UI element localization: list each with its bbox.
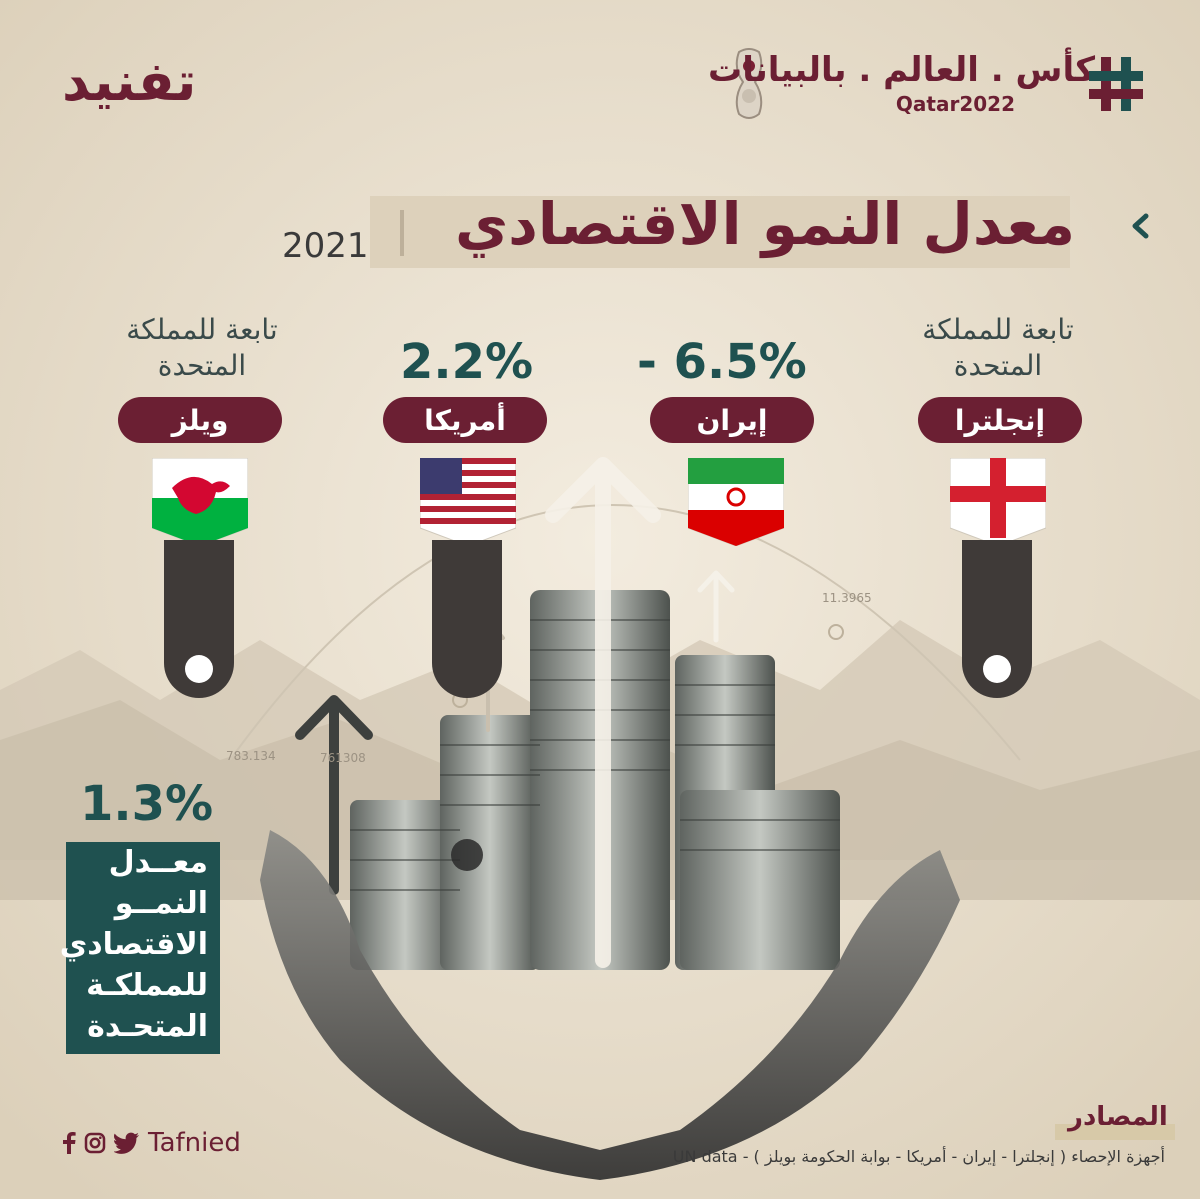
- country-pill-england: إنجلترا: [918, 397, 1082, 443]
- uk-line-2: النمــو: [114, 886, 208, 921]
- wales-stem-dot: [185, 655, 213, 683]
- uk-line-3: الاقتصادي: [59, 927, 208, 962]
- wales-flag-icon: [152, 458, 248, 546]
- world-cup-header: كأس . العالم . بالبيانات Qatar2022: [708, 50, 1095, 116]
- wales-note: تابعة للمملكة المتحدة: [126, 313, 278, 382]
- hash-logo-icon: [1089, 57, 1143, 111]
- sources-highlight: [1055, 1124, 1175, 1140]
- twitter-icon[interactable]: [114, 1132, 140, 1154]
- england-note: تابعة للمملكة المتحدة: [922, 313, 1074, 382]
- america-value: 2.2%: [400, 334, 534, 390]
- country-name: إنجلترا: [954, 403, 1046, 437]
- sources-text: أجهزة الإحصاء ( إنجلترا - إيران - أمريكا…: [672, 1147, 1165, 1166]
- facebook-icon[interactable]: [62, 1132, 76, 1154]
- england-flag-icon: [950, 458, 1046, 546]
- country-pill-iran: إيران: [650, 397, 814, 443]
- series-title: كأس . العالم . بالبيانات: [708, 50, 1095, 90]
- america-stem: [432, 540, 502, 698]
- sources-title: المصادر: [1068, 1102, 1168, 1132]
- england-stem-dot: [983, 655, 1011, 683]
- iran-value: - 6.5%: [637, 334, 807, 390]
- page-title: معدل النمو الاقتصادي: [454, 190, 1075, 258]
- social-links: Tafnied: [62, 1128, 241, 1158]
- svg-text:783.134: 783.134: [226, 749, 276, 763]
- title-banner: [370, 196, 1070, 268]
- country-pill-wales: ويلز: [118, 397, 282, 443]
- country-name: أمريكا: [424, 403, 506, 437]
- svg-text:11.3965: 11.3965: [822, 591, 872, 605]
- svg-text:761308: 761308: [320, 751, 366, 765]
- uk-line-5: المتحـدة: [87, 1009, 208, 1044]
- chevron-left-icon: [1132, 213, 1149, 239]
- country-pill-america: أمريكا: [383, 397, 547, 443]
- uk-growth-box: معــدل النمــو الاقتصادي للمملكـة المتحـ…: [59, 842, 220, 1054]
- social-handle[interactable]: Tafnied: [148, 1128, 241, 1158]
- country-name: إيران: [696, 403, 768, 437]
- uk-line-4: للمملكـة: [86, 968, 208, 1003]
- uk-value: 1.3%: [80, 776, 214, 832]
- usa-flag-icon: [420, 458, 516, 546]
- country-name: ويلز: [171, 403, 229, 437]
- iran-flag-icon: [688, 458, 784, 546]
- uk-line-1: معــدل: [108, 845, 208, 880]
- brand-logo: تفنيد: [62, 50, 197, 113]
- world-cup-emblem: [735, 48, 763, 119]
- year-label: 2021: [282, 226, 369, 266]
- event-name: Qatar2022: [895, 92, 1015, 116]
- instagram-icon[interactable]: [84, 1132, 106, 1154]
